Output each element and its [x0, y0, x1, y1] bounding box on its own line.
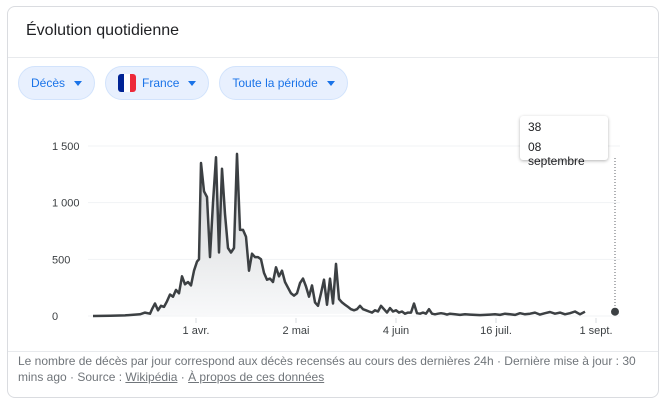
france-flag-icon — [118, 74, 137, 92]
footer-note: Le nombre de décès par jour correspond a… — [18, 353, 638, 385]
svg-text:0: 0 — [52, 311, 58, 323]
svg-text:1 000: 1 000 — [52, 198, 80, 210]
svg-text:1 avr.: 1 avr. — [183, 325, 210, 337]
svg-text:2 mai: 2 mai — [283, 325, 310, 337]
svg-text:1 500: 1 500 — [52, 141, 80, 153]
source-link[interactable]: Wikipédia — [125, 370, 178, 384]
x-axis: 1 avr. 2 mai 4 juin 16 juil. 1 sept. — [183, 318, 613, 337]
period-label: Toute la période — [232, 76, 318, 90]
header-divider — [8, 57, 658, 58]
separator: · — [177, 370, 189, 384]
svg-text:500: 500 — [52, 254, 70, 266]
footer-divider — [8, 351, 658, 352]
svg-text:1 sept.: 1 sept. — [579, 325, 612, 337]
svg-text:4 juin: 4 juin — [383, 325, 409, 337]
footer-text: Le nombre de décès par jour correspond a… — [18, 354, 636, 384]
metric-dropdown[interactable]: Décès — [18, 66, 96, 100]
chevron-down-icon — [326, 80, 335, 86]
about-data-link[interactable]: À propos de ces données — [188, 370, 325, 384]
metric-label: Décès — [31, 76, 66, 90]
gridlines — [88, 145, 620, 317]
filter-bar: Décès France Toute la période — [18, 66, 348, 100]
card-title: Évolution quotidienne — [26, 22, 180, 39]
chart-tooltip: 38 08 septembre — [520, 116, 608, 168]
period-dropdown[interactable]: Toute la période — [219, 66, 348, 100]
country-label: France — [142, 76, 180, 90]
tooltip-value: 38 — [528, 120, 542, 134]
hover-point — [611, 307, 619, 316]
series-line — [92, 152, 586, 318]
tooltip-date: 08 septembre — [528, 140, 585, 168]
country-dropdown[interactable]: France — [105, 66, 210, 100]
deaths-chart[interactable]: 0 500 1 000 1 500 1 avr. 2 mai 4 juin 16 juil.… — [0, 0, 666, 345]
chevron-down-icon — [188, 80, 197, 86]
chevron-down-icon — [74, 80, 83, 86]
svg-text:16 juil.: 16 juil. — [480, 325, 512, 337]
y-axis-labels: 0 500 1 000 1 500 — [52, 141, 80, 323]
